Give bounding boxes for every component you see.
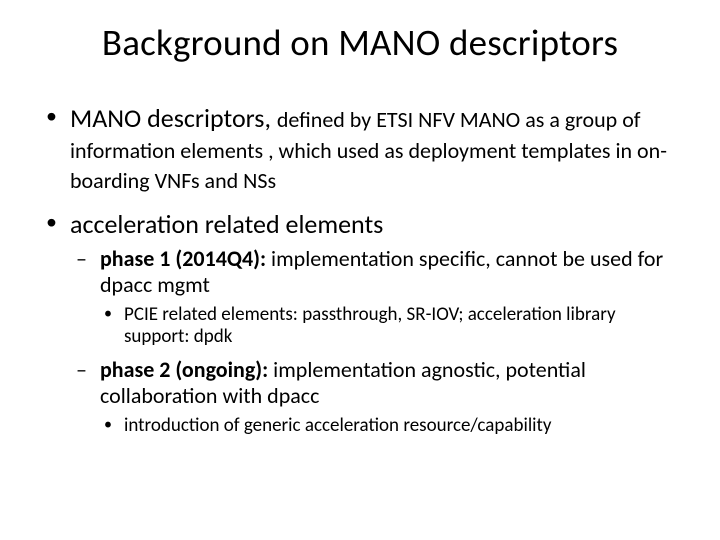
bullet-lead: MANO descriptors, <box>70 102 277 134</box>
bullet-item: introduction of generic acceleration res… <box>100 415 678 438</box>
bullet-list-level-3: introduction of generic acceleration res… <box>100 415 678 438</box>
bullet-bold: phase 1 (2014Q4): <box>100 245 271 272</box>
bullet-item: phase 2 (ongoing): implementation agnost… <box>70 357 678 438</box>
bullet-text: PCIE related elements: passthrough, SR-I… <box>124 303 616 349</box>
bullet-text: introduction of generic acceleration res… <box>124 414 552 437</box>
bullet-item: MANO descriptors, defined by ETSI NFV MA… <box>42 103 678 195</box>
bullet-item: PCIE related elements: passthrough, SR-I… <box>100 304 678 350</box>
bullet-bold: phase 2 (ongoing): <box>100 356 273 383</box>
bullet-lead: acceleration related elements <box>70 208 383 240</box>
bullet-list-level-2: phase 1 (2014Q4): implementation specifi… <box>70 246 678 438</box>
slide-title: Background on MANO descriptors <box>30 20 690 65</box>
bullet-list-level-1: MANO descriptors, defined by ETSI NFV MA… <box>42 103 678 438</box>
bullet-list-level-3: PCIE related elements: passthrough, SR-I… <box>100 304 678 350</box>
bullet-item: acceleration related elements phase 1 (2… <box>42 209 678 438</box>
slide: Background on MANO descriptors MANO desc… <box>0 0 720 540</box>
bullet-item: phase 1 (2014Q4): implementation specifi… <box>70 246 678 350</box>
